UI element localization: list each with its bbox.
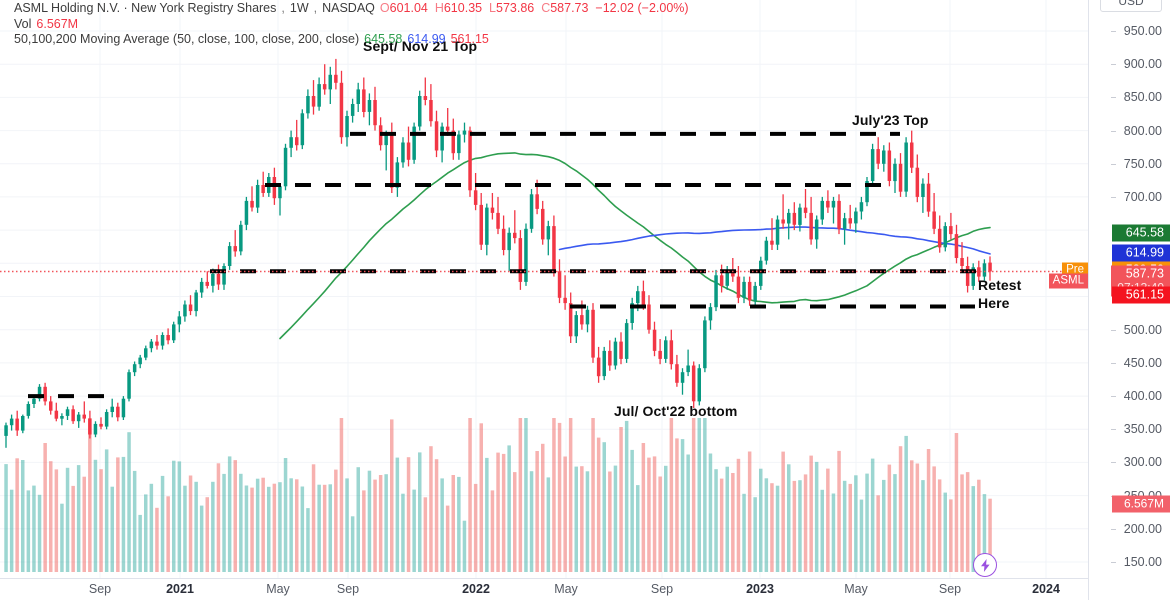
price-badge-ma50: 645.58 <box>1112 224 1170 242</box>
price-tick-150-00: 150.00 <box>1110 555 1162 569</box>
time-tick-2024: 2024 <box>1032 582 1060 596</box>
price-tick-450-00: 450.00 <box>1110 355 1162 370</box>
price-badge-ma200: 561.15 <box>1112 286 1170 304</box>
time-tick-sep: Sep <box>650 582 674 596</box>
ma100-line <box>558 226 991 255</box>
price-tick-750-00: 750.00 <box>1110 156 1162 171</box>
price-tag-symbol: ASML <box>1048 273 1088 289</box>
price-badge-ma100: 614.99 <box>1112 244 1170 262</box>
price-tick-500-00: 500.00 <box>1110 322 1162 337</box>
price-tick-900-00: 900.00 <box>1110 57 1162 72</box>
time-tick-may: May <box>844 582 868 596</box>
time-tick-sep: Sep <box>88 582 112 596</box>
chart-plot-area[interactable] <box>0 0 1088 578</box>
time-tick-2022: 2022 <box>462 582 490 596</box>
price-tick-850-00: 850.00 <box>1110 90 1162 105</box>
candles <box>4 58 992 448</box>
time-tick-may: May <box>266 582 290 596</box>
price-tick-350-00: 350.00 <box>1110 422 1162 437</box>
price-tick-200-00: 200.00 <box>1110 521 1162 536</box>
price-tick-950-00: 950.00 <box>1110 24 1162 38</box>
price-badge-volume: 6.567M <box>1112 495 1170 513</box>
price-tick-700-00: 700.00 <box>1110 189 1162 204</box>
currency-selector[interactable]: USD <box>1100 0 1162 12</box>
time-tick-sep: Sep <box>938 582 962 596</box>
time-tick-2021: 2021 <box>166 582 194 596</box>
time-tick-sep: Sep <box>336 582 360 596</box>
time-axis[interactable]: Sep 2021 May Sep 2022 May Sep 2023 May Sep 2024 <box>0 578 1088 600</box>
price-tick-400-00: 400.00 <box>1110 389 1162 404</box>
lightning-glyph <box>980 558 990 572</box>
time-tick-may: May <box>554 582 578 596</box>
time-tick-2023: 2023 <box>746 582 774 596</box>
grid-lines <box>0 0 1088 578</box>
lightning-bolt-icon[interactable] <box>973 553 997 577</box>
candlestick-chart-svg <box>0 0 1088 578</box>
price-axis[interactable]: USD 950.00 900.00 850.00 800.00 750.00 700.00… <box>1048 0 1170 600</box>
moving-average-lines <box>279 152 991 340</box>
volume-bars <box>4 418 992 572</box>
ma50-line <box>279 152 991 340</box>
horizontal-level-lines <box>28 131 985 399</box>
price-tick-300-00: 300.00 <box>1110 455 1162 470</box>
price-tick-800-00: 800.00 <box>1110 123 1162 138</box>
